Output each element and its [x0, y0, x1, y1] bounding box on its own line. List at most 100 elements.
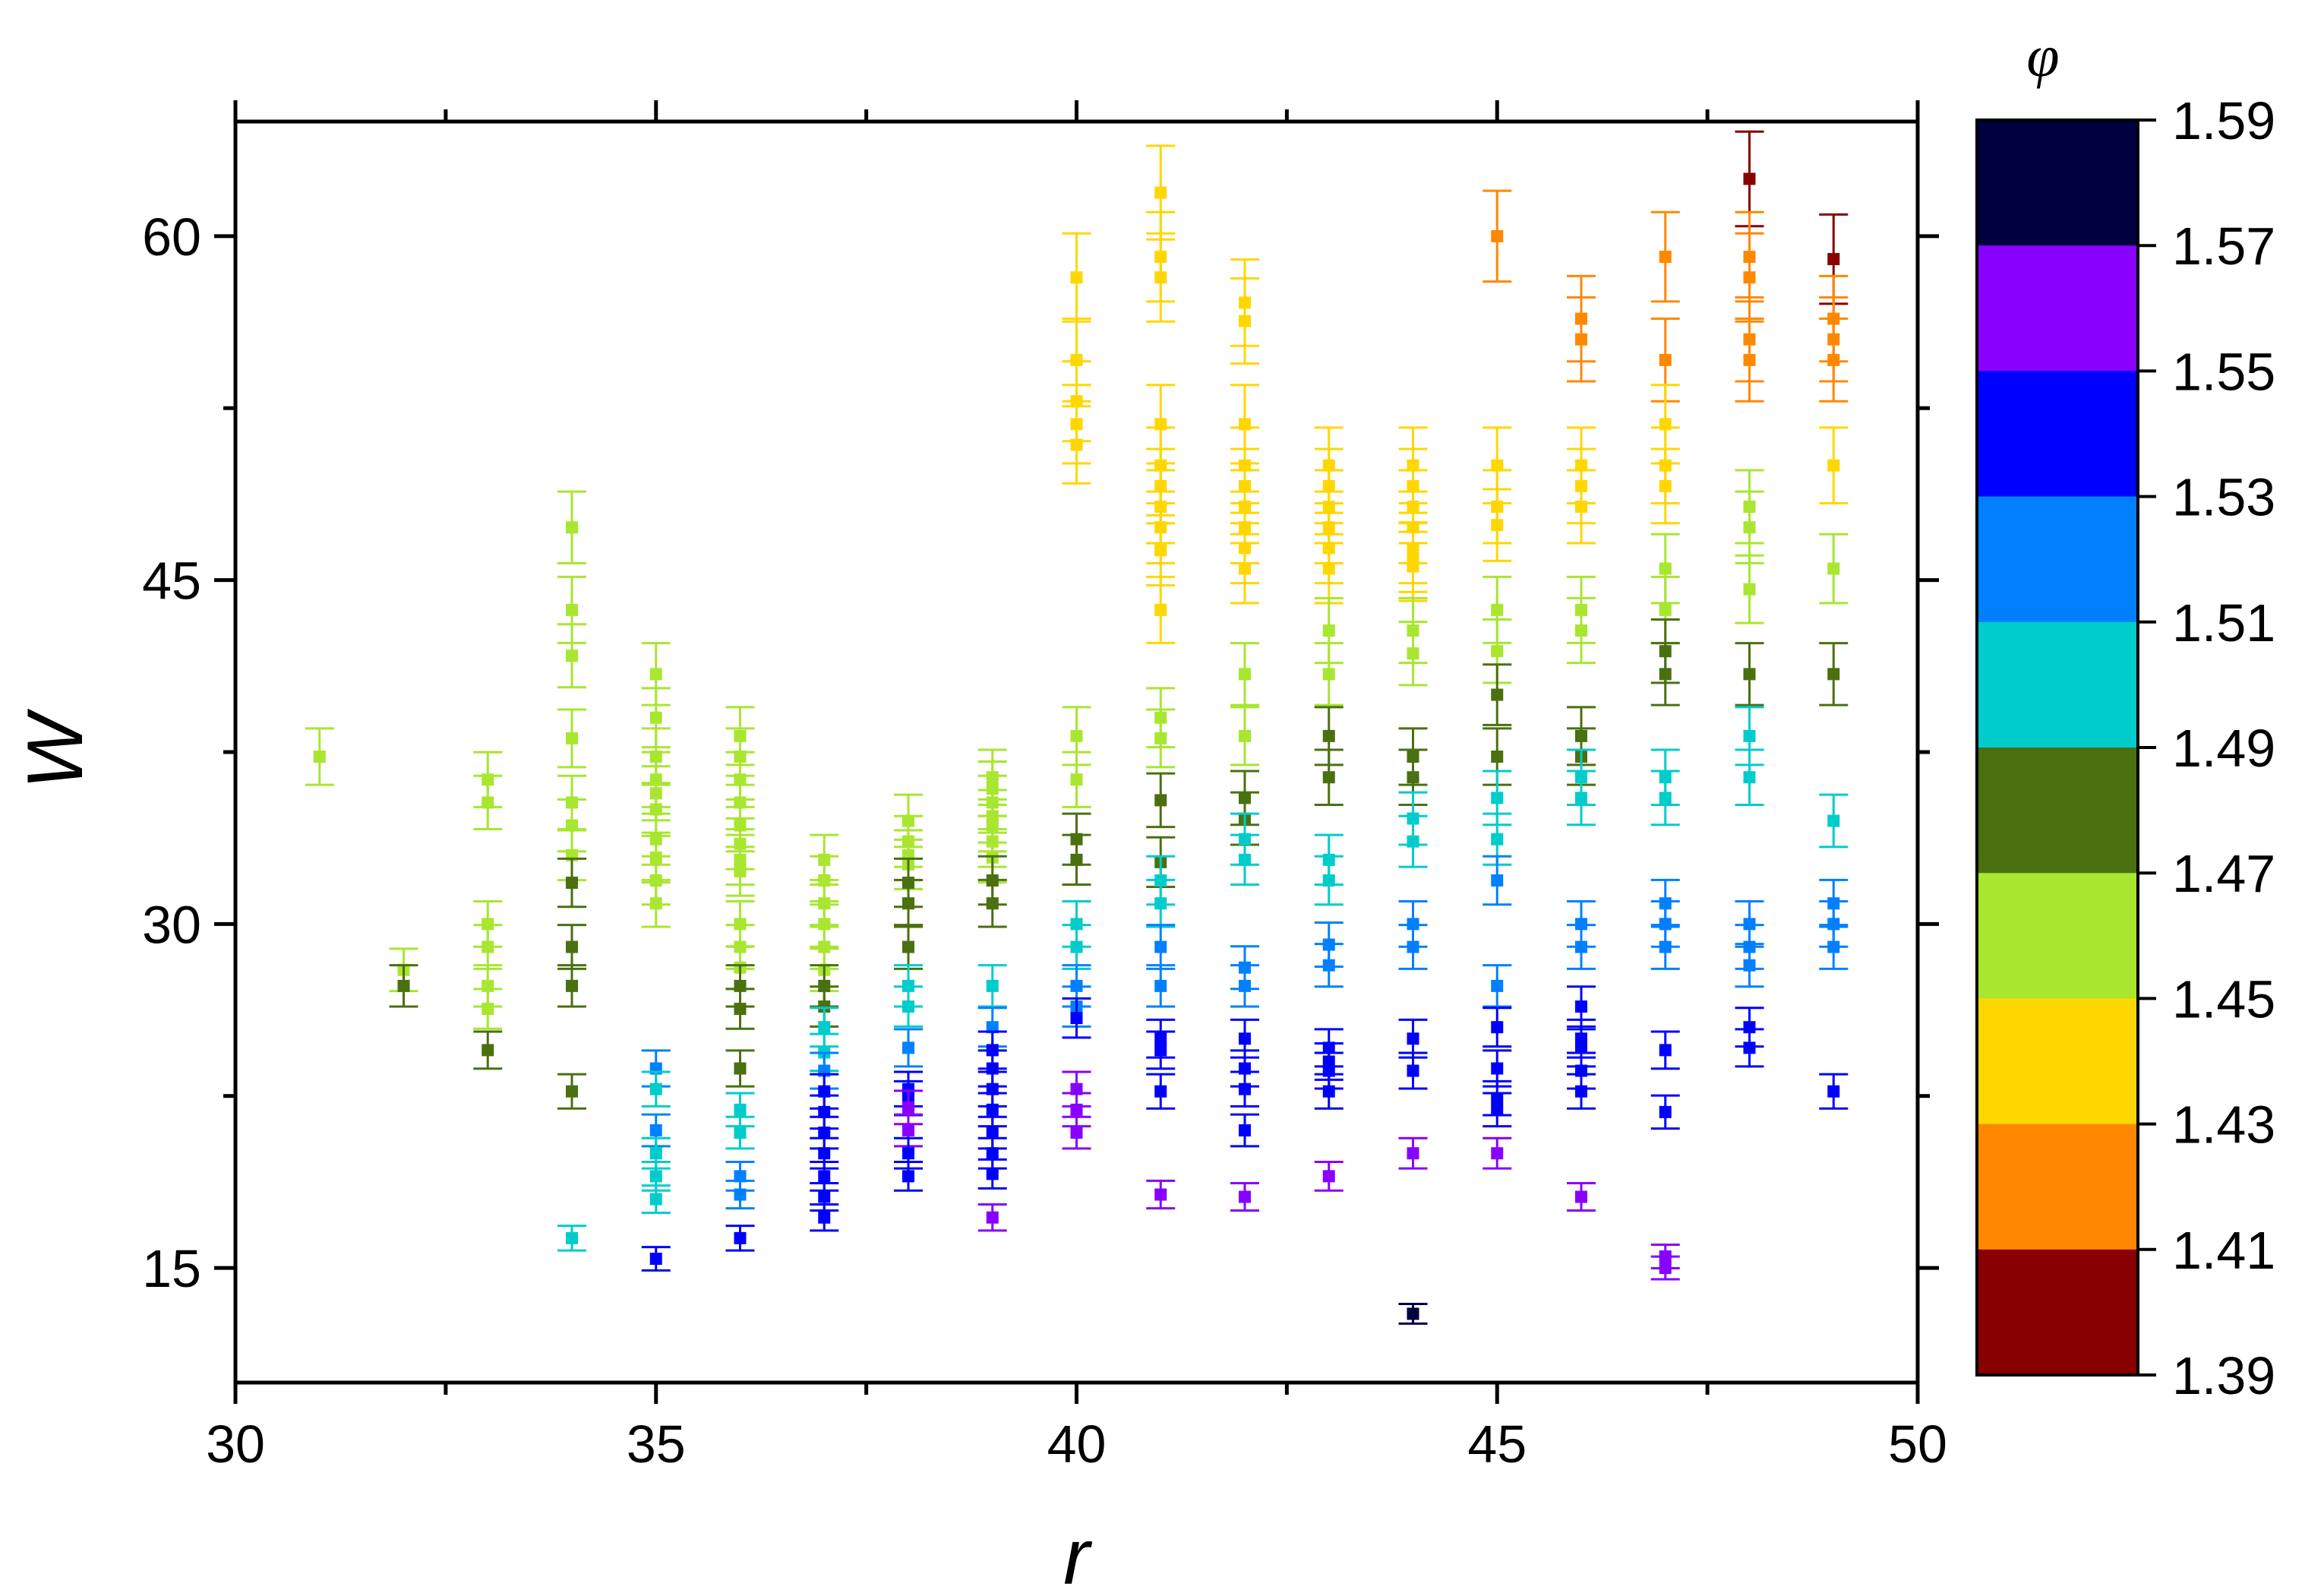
- point-marker: [1743, 521, 1756, 534]
- data-point: [1567, 1181, 1596, 1212]
- point-marker: [1491, 792, 1504, 804]
- colorbar-bin: [1977, 1124, 2138, 1250]
- point-marker: [1070, 853, 1083, 866]
- data-point: [1146, 514, 1176, 587]
- point-marker: [1659, 1105, 1672, 1118]
- data-point: [1567, 469, 1596, 545]
- data-point: [1146, 232, 1176, 323]
- point-marker: [1827, 668, 1840, 681]
- colorbar-bin: [1977, 496, 2138, 623]
- point-marker: [1491, 1103, 1504, 1116]
- point-marker: [1491, 645, 1504, 658]
- data-point: [1482, 1136, 1512, 1170]
- point-marker: [1827, 253, 1840, 266]
- point-marker: [566, 521, 578, 534]
- data-point: [1314, 642, 1344, 706]
- point-marker: [1322, 729, 1335, 742]
- point-marker: [1322, 771, 1335, 784]
- colorbar-bin: [1977, 873, 2138, 999]
- point-marker: [482, 1044, 494, 1057]
- point-marker: [1154, 732, 1167, 744]
- point-marker: [1154, 794, 1167, 807]
- data-point: [1650, 1030, 1680, 1070]
- data-point: [1314, 533, 1344, 605]
- data-point: [1062, 924, 1091, 970]
- data-point: [1735, 318, 1764, 403]
- point-marker: [649, 1124, 662, 1136]
- point-marker: [1322, 1085, 1335, 1098]
- data-point: [1062, 833, 1091, 887]
- data-point: [810, 1203, 839, 1232]
- data-point: [1735, 554, 1764, 624]
- point-marker: [1407, 1032, 1419, 1045]
- point-marker: [1070, 729, 1083, 742]
- point-marker: [986, 1211, 999, 1224]
- data-point: [1062, 232, 1091, 323]
- point-marker: [1154, 1188, 1167, 1201]
- data-point: [725, 1225, 755, 1252]
- point-marker: [734, 1170, 747, 1183]
- point-marker: [734, 864, 747, 877]
- data-point: [557, 857, 586, 909]
- point-marker: [1070, 271, 1083, 284]
- point-marker: [1491, 1062, 1504, 1075]
- point-marker: [1154, 979, 1167, 992]
- point-marker: [1743, 771, 1756, 784]
- point-marker: [1575, 1041, 1587, 1054]
- point-marker: [1659, 479, 1672, 492]
- point-marker: [1491, 1147, 1504, 1160]
- data-point: [1735, 943, 1764, 988]
- data-point: [1482, 855, 1512, 906]
- point-marker: [1491, 833, 1504, 845]
- x-tick-label: 35: [627, 1414, 686, 1474]
- data-point: [977, 964, 1007, 1008]
- point-marker: [1743, 1041, 1756, 1054]
- data-point: [1314, 1073, 1344, 1110]
- data-point: [1146, 878, 1176, 928]
- point-marker: [1491, 751, 1504, 763]
- data-point: [1567, 296, 1596, 383]
- point-marker: [566, 1085, 578, 1098]
- data-point: [1482, 488, 1512, 562]
- point-marker: [1575, 624, 1587, 637]
- point-marker: [734, 1231, 747, 1244]
- data-point: [810, 1160, 839, 1192]
- data-point: [1146, 964, 1176, 1008]
- point-marker: [1407, 1147, 1419, 1160]
- data-point: [1650, 770, 1680, 827]
- data-point: [1735, 130, 1764, 228]
- data-point: [1735, 642, 1764, 706]
- point-marker: [566, 603, 578, 616]
- point-marker: [566, 877, 578, 890]
- data-point: [1819, 318, 1849, 403]
- data-point: [1314, 748, 1344, 806]
- data-point: [1146, 1179, 1176, 1210]
- data-point: [725, 1115, 755, 1150]
- point-marker: [482, 796, 494, 809]
- point-marker: [1659, 1262, 1672, 1275]
- point-marker: [1827, 1085, 1840, 1098]
- point-marker: [482, 940, 494, 953]
- point-marker: [397, 979, 410, 992]
- y-tick-label: 45: [142, 552, 201, 611]
- point-marker: [734, 1062, 747, 1075]
- data-point: [1146, 1073, 1176, 1110]
- data-point: [1567, 924, 1596, 970]
- data-point: [1650, 642, 1680, 706]
- data-point: [977, 878, 1007, 928]
- data-point: [557, 1225, 586, 1252]
- point-marker: [1827, 562, 1840, 575]
- data-point: [1398, 1303, 1428, 1325]
- data-point: [894, 878, 923, 928]
- data-point: [641, 1246, 671, 1272]
- data-point: [894, 1028, 923, 1068]
- data-point: [1398, 1051, 1428, 1090]
- point-marker: [1743, 172, 1756, 185]
- point-marker: [1575, 501, 1587, 514]
- x-tick-label: 30: [206, 1414, 265, 1474]
- point-marker: [734, 1103, 747, 1116]
- point-marker: [1491, 1021, 1504, 1034]
- data-point: [977, 1136, 1007, 1170]
- point-marker: [1659, 562, 1672, 575]
- data-point: [1650, 924, 1680, 970]
